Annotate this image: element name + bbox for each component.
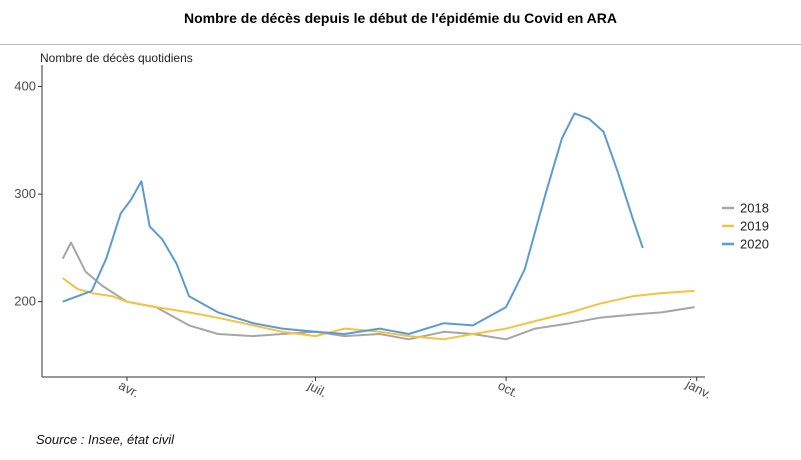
legend-label-2019: 2019 [740, 219, 769, 234]
series-lines [61, 112, 695, 341]
x-tick-label: oct. [495, 377, 521, 400]
series-line-2020 [62, 112, 644, 335]
chart-title: Nombre de décès depuis le début de l'épi… [183, 10, 617, 26]
legend-label-2018: 2018 [740, 201, 769, 216]
source-note: Source : Insee, état civil [36, 432, 175, 447]
x-tick-label: juil. [305, 377, 330, 400]
title-divider [0, 44, 801, 45]
legend: 2018 2019 2020 [722, 201, 769, 252]
y-tick-label: 300 [14, 186, 36, 201]
x-ticks: avr. juil. oct. janv. [116, 376, 714, 402]
y-tick-label: 400 [14, 79, 36, 94]
x-tick-label: avr. [116, 377, 142, 400]
series-line-2019 [62, 277, 695, 341]
series-line-2018 [61, 241, 695, 341]
legend-label-2020: 2020 [740, 237, 769, 252]
x-tick-label: janv. [683, 376, 714, 402]
y-axis-label: Nombre de décès quotidiens [40, 51, 193, 65]
y-ticks: 200 300 400 [14, 79, 42, 309]
y-tick-label: 200 [14, 294, 36, 309]
